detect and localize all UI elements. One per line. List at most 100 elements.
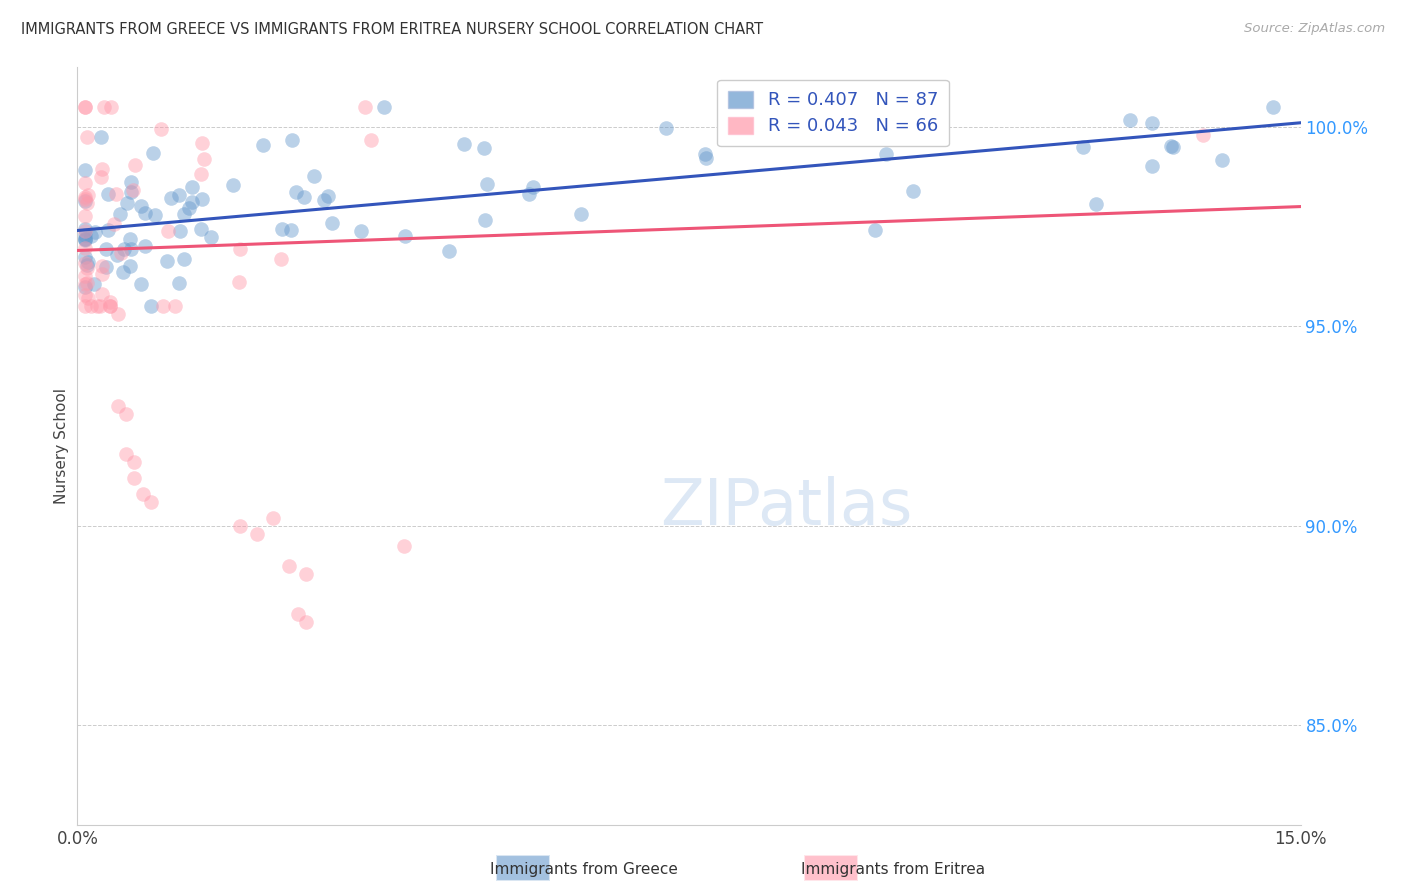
Point: [75, 163, 97, 178]
Point: [75, 251, 97, 265]
Point: [75, 279, 97, 293]
Point: [90, 287, 112, 301]
Point: [190, 222, 212, 236]
Point: [120, 185, 142, 199]
Point: [304, 169, 326, 184]
Point: [875, 147, 897, 161]
Point: [522, 179, 544, 194]
Point: [98, 299, 121, 313]
Point: [75, 269, 97, 284]
Point: [103, 217, 125, 231]
Point: [1140, 116, 1163, 130]
Point: [76, 261, 98, 276]
Point: [115, 407, 138, 421]
Point: [98, 295, 121, 310]
Point: [262, 511, 284, 525]
Point: [360, 133, 382, 147]
Point: [180, 195, 202, 210]
Text: ZIPatlas: ZIPatlas: [661, 475, 912, 538]
Point: [394, 229, 416, 244]
Point: [181, 179, 204, 194]
Point: [75, 241, 97, 255]
Point: [75, 222, 97, 236]
Point: [83, 277, 105, 291]
Point: [190, 168, 212, 182]
Point: [108, 207, 131, 221]
Point: [124, 158, 146, 172]
Point: [118, 259, 141, 273]
Point: [517, 187, 540, 202]
Point: [475, 177, 498, 191]
Point: [1160, 139, 1182, 153]
Point: [160, 191, 183, 205]
Point: [75, 100, 97, 114]
Point: [152, 299, 174, 313]
Point: [373, 100, 395, 114]
Point: [294, 566, 316, 581]
Point: [75, 299, 97, 313]
Text: IMMIGRANTS FROM GREECE VS IMMIGRANTS FROM ERITREA NURSERY SCHOOL CORRELATION CHA: IMMIGRANTS FROM GREECE VS IMMIGRANTS FRO…: [21, 22, 763, 37]
Point: [115, 196, 138, 211]
Point: [77, 291, 100, 305]
Point: [75, 232, 97, 246]
Point: [75, 233, 97, 247]
Point: [200, 229, 222, 244]
Point: [129, 199, 152, 213]
Text: Source: ZipAtlas.com: Source: ZipAtlas.com: [1244, 22, 1385, 36]
Point: [193, 152, 215, 166]
Point: [150, 122, 173, 136]
Point: [695, 146, 717, 161]
Point: [901, 184, 924, 198]
Point: [246, 526, 269, 541]
Point: [810, 131, 832, 145]
Point: [278, 558, 301, 573]
Point: [139, 299, 162, 313]
Point: [163, 299, 186, 313]
Point: [474, 212, 496, 227]
Point: [75, 194, 97, 209]
Point: [90, 162, 112, 177]
Point: [863, 223, 886, 237]
Point: [569, 207, 592, 221]
Point: [75, 288, 97, 302]
Point: [316, 189, 339, 203]
Point: [118, 232, 141, 246]
Point: [280, 223, 302, 237]
Point: [221, 178, 243, 192]
Point: [228, 276, 250, 290]
Point: [173, 207, 195, 221]
Point: [75, 224, 97, 238]
Point: [115, 447, 138, 461]
Point: [139, 495, 162, 509]
Point: [294, 615, 316, 629]
Point: [75, 209, 97, 223]
Point: [191, 136, 214, 150]
Point: [287, 607, 309, 621]
Point: [143, 208, 166, 222]
Point: [142, 146, 165, 161]
Point: [90, 268, 112, 282]
Point: [105, 248, 128, 262]
Point: [76, 277, 98, 291]
Point: [156, 253, 179, 268]
Point: [1161, 140, 1184, 154]
Point: [75, 192, 97, 206]
Point: [472, 141, 495, 155]
Point: [76, 258, 98, 272]
Point: [120, 175, 142, 189]
Point: [90, 169, 112, 184]
Point: [179, 201, 201, 215]
Point: [122, 183, 145, 197]
Point: [112, 243, 135, 257]
Point: [76, 130, 98, 145]
Point: [350, 224, 373, 238]
Text: Immigrants from Greece: Immigrants from Greece: [489, 863, 678, 877]
Point: [169, 224, 191, 238]
Point: [1191, 128, 1213, 142]
Point: [354, 100, 377, 114]
Point: [94, 260, 117, 274]
Point: [80, 299, 103, 313]
Point: [90, 129, 112, 144]
Y-axis label: Nursery School: Nursery School: [53, 388, 69, 504]
Point: [124, 471, 146, 485]
